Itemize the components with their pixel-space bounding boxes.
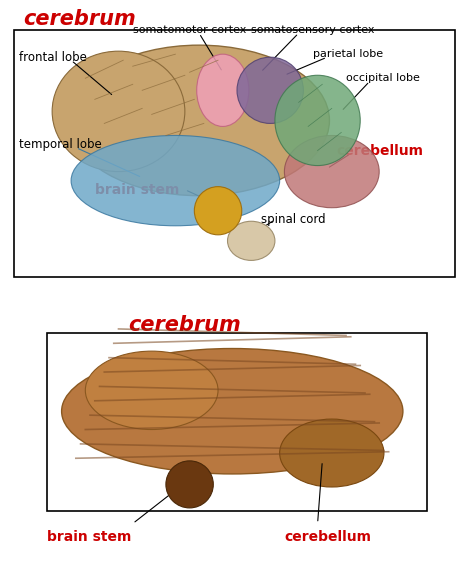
- Text: somatosensory cortex: somatosensory cortex: [251, 25, 375, 35]
- Ellipse shape: [197, 54, 249, 127]
- Ellipse shape: [194, 187, 242, 235]
- Text: occipital lobe: occipital lobe: [346, 73, 420, 83]
- Text: temporal lobe: temporal lobe: [19, 138, 102, 151]
- Text: brain stem: brain stem: [95, 183, 179, 197]
- Ellipse shape: [85, 351, 218, 429]
- Text: cerebrum: cerebrum: [24, 9, 137, 29]
- Text: cerebellum: cerebellum: [337, 144, 424, 157]
- Ellipse shape: [69, 45, 329, 195]
- Bar: [47, 333, 427, 511]
- Ellipse shape: [71, 136, 280, 226]
- Ellipse shape: [52, 51, 185, 172]
- Ellipse shape: [166, 461, 213, 508]
- Bar: [14, 30, 455, 277]
- Text: frontal lobe: frontal lobe: [19, 51, 87, 64]
- Ellipse shape: [237, 57, 303, 123]
- Text: somatomotor cortex: somatomotor cortex: [133, 25, 246, 35]
- Text: brain stem: brain stem: [47, 529, 132, 544]
- Ellipse shape: [62, 349, 403, 474]
- Ellipse shape: [275, 76, 360, 166]
- Ellipse shape: [280, 419, 384, 487]
- Text: cerebrum: cerebrum: [128, 315, 241, 335]
- Ellipse shape: [228, 222, 275, 260]
- Text: spinal cord: spinal cord: [261, 213, 325, 226]
- Text: cerebellum: cerebellum: [284, 529, 372, 544]
- Ellipse shape: [284, 136, 379, 208]
- Text: parietal lobe: parietal lobe: [313, 49, 383, 59]
